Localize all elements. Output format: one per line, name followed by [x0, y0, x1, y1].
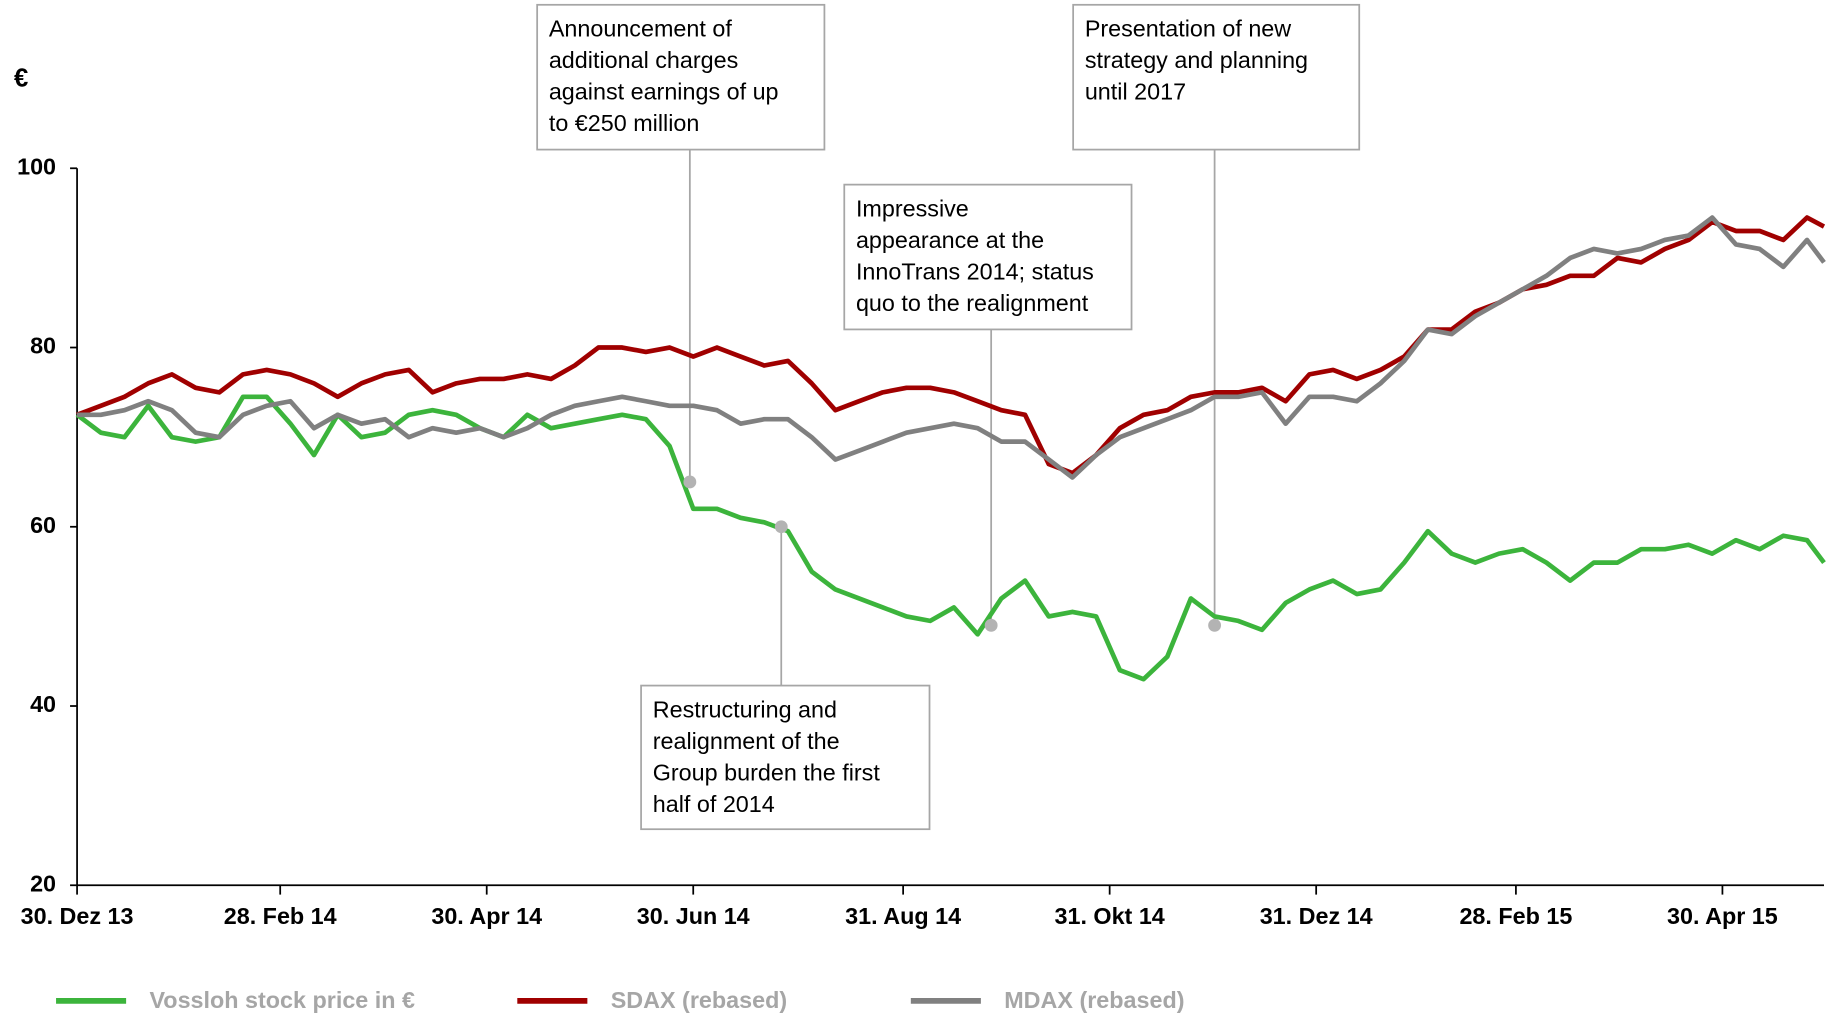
annotation-text: to €250 million: [549, 110, 700, 136]
series-line: [77, 215, 1826, 480]
annotation-text: additional charges: [549, 47, 738, 73]
x-tick-label: 31. Aug 14: [845, 903, 961, 929]
annotation-dot: [1208, 618, 1222, 632]
series-line: [75, 394, 1826, 682]
annotation-text: strategy and planning: [1085, 47, 1308, 73]
annotation-text: quo to the realignment: [856, 290, 1089, 316]
y-tick-label: 40: [30, 691, 56, 717]
annotation-box: [843, 183, 1133, 331]
annotation-dot: [774, 520, 788, 534]
annotation-text: half of 2014: [653, 791, 775, 817]
y-tick-label: 80: [30, 333, 56, 359]
annotation-text: Announcement of: [549, 16, 733, 42]
legend-label: MDAX (rebased): [1004, 987, 1184, 1013]
x-tick-label: 28. Feb 14: [224, 903, 337, 929]
y-tick-label: 100: [17, 153, 56, 179]
annotation-text: until 2017: [1085, 79, 1186, 105]
x-tick-label: 31. Dez 14: [1260, 903, 1373, 929]
annotation-text: InnoTrans 2014; status: [856, 259, 1094, 285]
x-tick-label: 30. Dez 13: [21, 903, 134, 929]
annotation-text: Presentation of new: [1085, 16, 1291, 42]
x-tick-label: 30. Apr 15: [1667, 903, 1778, 929]
y-tick-label: 20: [30, 870, 56, 896]
x-tick-label: 31. Okt 14: [1054, 903, 1164, 929]
annotation-text: Impressive: [856, 195, 969, 221]
series-line: [76, 215, 1826, 476]
legend-label: SDAX (rebased): [611, 987, 787, 1013]
annotation-dot: [984, 618, 998, 632]
x-tick-label: 30. Apr 14: [431, 903, 542, 929]
legend-label: Vossloh stock price in €: [149, 987, 415, 1013]
annotation-box: [536, 3, 826, 151]
y-tick-label: 60: [30, 512, 56, 538]
annotation-dot: [683, 475, 697, 489]
annotation-box: [640, 684, 931, 831]
x-tick-label: 30. Jun 14: [637, 903, 750, 929]
annotation-text: realignment of the: [653, 728, 840, 754]
y-axis-label: €: [14, 64, 28, 92]
annotation-text: appearance at the: [856, 227, 1044, 253]
annotation-text: Restructuring and: [653, 696, 837, 722]
annotation-text: against earnings of up: [549, 79, 779, 105]
x-tick-label: 28. Feb 15: [1459, 903, 1572, 929]
annotation-text: Group burden the first: [653, 759, 881, 785]
annotation-box: [1072, 3, 1361, 151]
